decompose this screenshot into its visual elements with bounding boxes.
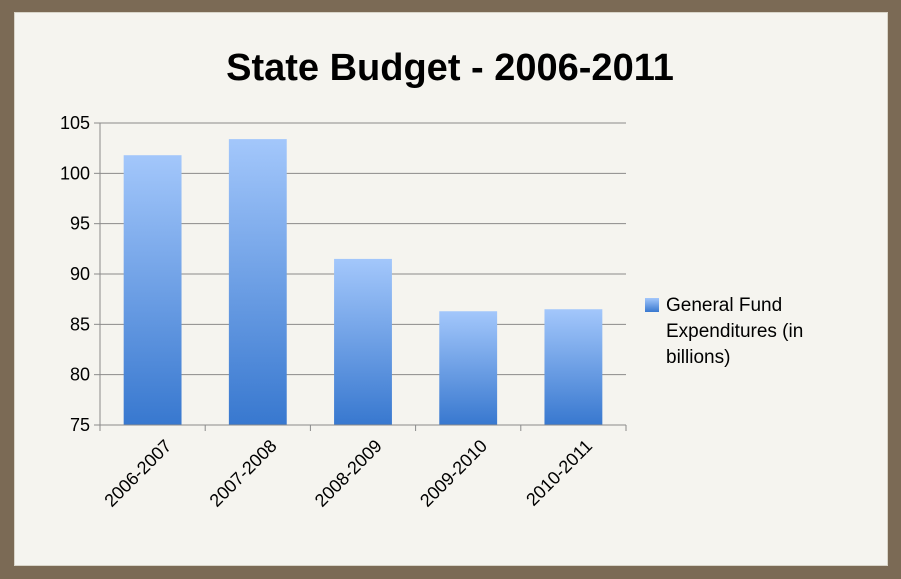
legend-entry: General Fund Expenditures (in billions) [666, 295, 803, 368]
y-tick-label: 85 [70, 314, 90, 334]
x-tick-label: 2010-2011 [522, 436, 596, 510]
x-tick-label: 2009-2010 [416, 436, 491, 511]
bar-2010-2011 [544, 309, 603, 425]
bar-2009-2010 [439, 311, 498, 425]
y-tick-label: 105 [60, 113, 90, 133]
axes [99, 123, 626, 426]
y-tick-label: 80 [70, 365, 90, 385]
bar-2007-2008 [228, 139, 287, 425]
x-tick-label: 2007-2008 [206, 436, 281, 511]
chart-title: State Budget - 2006-2011 [226, 47, 674, 89]
bar-2006-2007 [123, 155, 182, 426]
bar-2008-2009 [334, 258, 392, 425]
y-tick-label: 100 [60, 163, 90, 183]
legend: General Fund Expenditures (in billions) [645, 295, 803, 368]
x-tick-label: 2008-2009 [311, 436, 386, 511]
y-tick-label: 75 [70, 415, 90, 435]
y-tick-label: 90 [70, 264, 90, 284]
legend-swatch [645, 298, 659, 312]
y-axis-ticks: 75 80 85 90 95 100 105 [60, 113, 100, 435]
bars [123, 139, 603, 426]
x-tick-label: 2006-2007 [100, 436, 175, 511]
x-axis-ticks: 2006-2007 2007-2008 2008-2009 2009-2010 2010… [99, 425, 627, 511]
y-tick-label: 95 [70, 214, 90, 234]
